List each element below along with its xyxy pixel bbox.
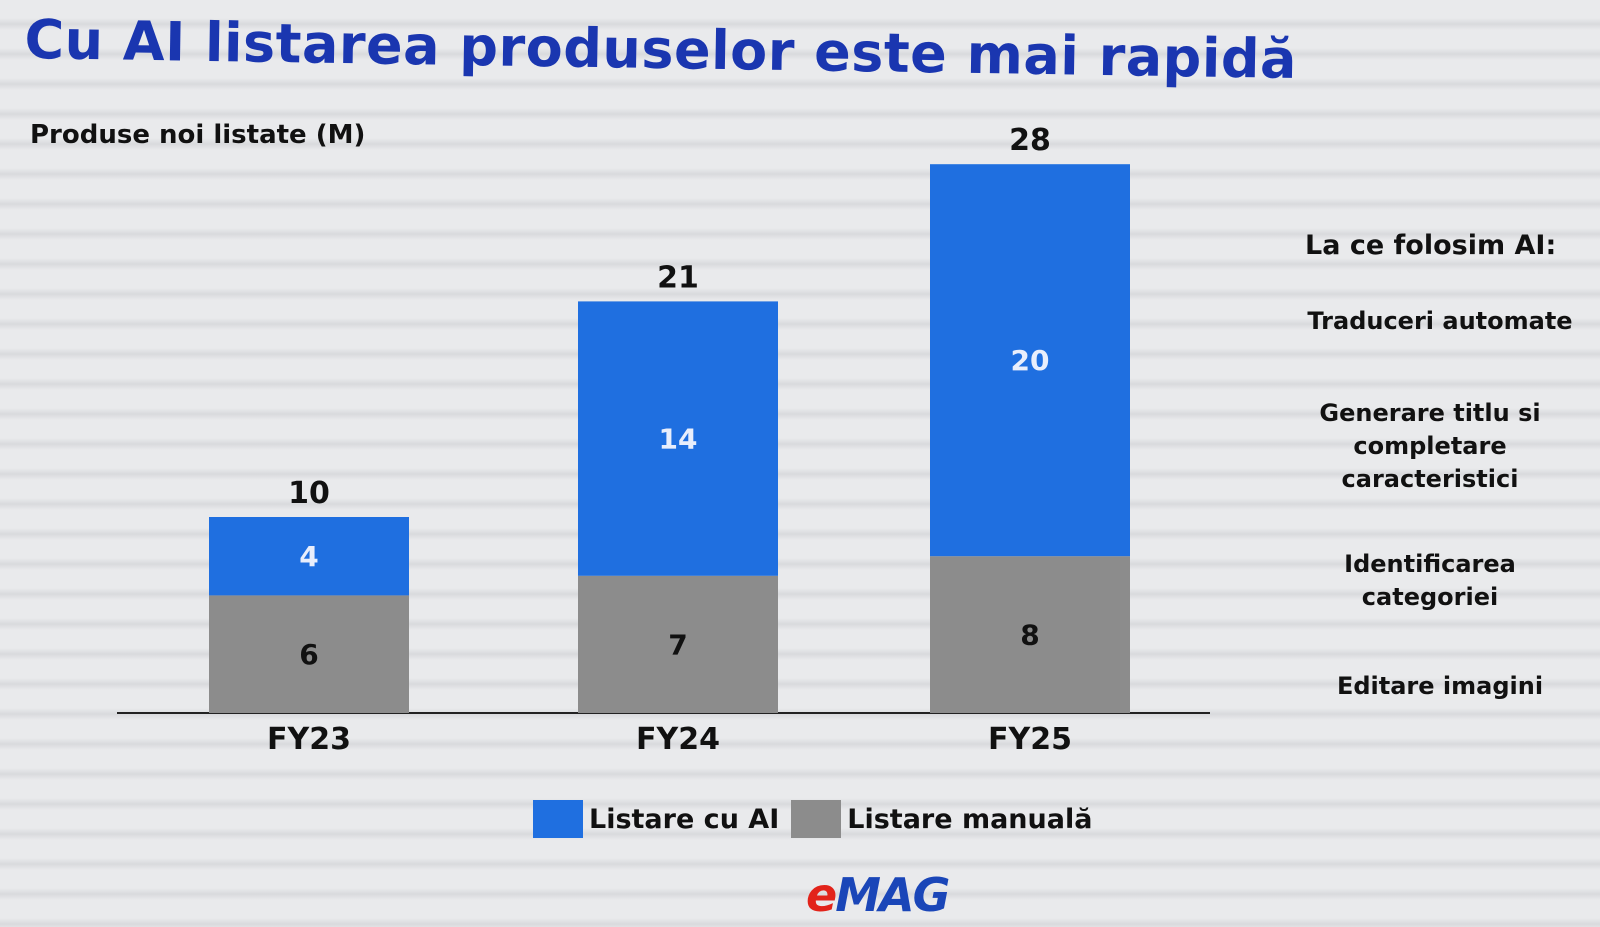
bar-manual-fy25 — [930, 556, 1130, 713]
ai-use-title-generation: Generare titlu si completare caracterist… — [1319, 399, 1541, 493]
bar-ai-fy23 — [209, 517, 409, 596]
legend-swatch-ai — [533, 800, 583, 838]
bar-ai-fy25 — [930, 164, 1130, 557]
y-axis-label: Produse noi listate (M) — [30, 120, 366, 150]
bar-manual-fy23 — [209, 595, 409, 713]
x-tick-fy23: FY23 — [267, 722, 351, 757]
legend-label-manual: Listare manuală — [847, 803, 1093, 835]
x-tick-fy25: FY25 — [988, 722, 1072, 757]
ai-use-image-editing: Editare imagini — [1336, 672, 1544, 700]
ai-uses-title: La ce folosim AI: — [1305, 230, 1557, 261]
bar-value-manual-fy25: 8 — [1020, 619, 1039, 652]
bar-value-manual-fy24: 7 — [668, 628, 687, 661]
legend-swatch-manual — [791, 800, 842, 838]
chart-legend: Listare cu AI Listare manuală — [533, 800, 1104, 838]
bar-total-fy23: 10 — [288, 476, 330, 511]
emag-logo: eMAG — [806, 868, 950, 922]
bar-ai-fy24 — [578, 301, 778, 576]
ai-use-category-identification: Identificarea categoriei — [1344, 550, 1516, 611]
bar-manual-fy24 — [578, 575, 778, 713]
bar-value-ai-fy25: 20 — [1011, 344, 1050, 377]
x-tick-fy24: FY24 — [636, 722, 720, 757]
bar-value-manual-fy23: 6 — [299, 638, 318, 671]
legend-item-ai: Listare cu AI — [533, 800, 779, 838]
bar-value-ai-fy23: 4 — [299, 540, 318, 573]
legend-label-ai: Listare cu AI — [589, 803, 780, 835]
bar-value-ai-fy24: 14 — [659, 423, 698, 456]
bar-total-fy24: 21 — [657, 260, 699, 295]
legend-item-manual: Listare manuală — [791, 800, 1092, 838]
bar-total-fy25: 28 — [1009, 123, 1051, 158]
ai-use-translations: Traduceri automate — [1307, 307, 1573, 335]
